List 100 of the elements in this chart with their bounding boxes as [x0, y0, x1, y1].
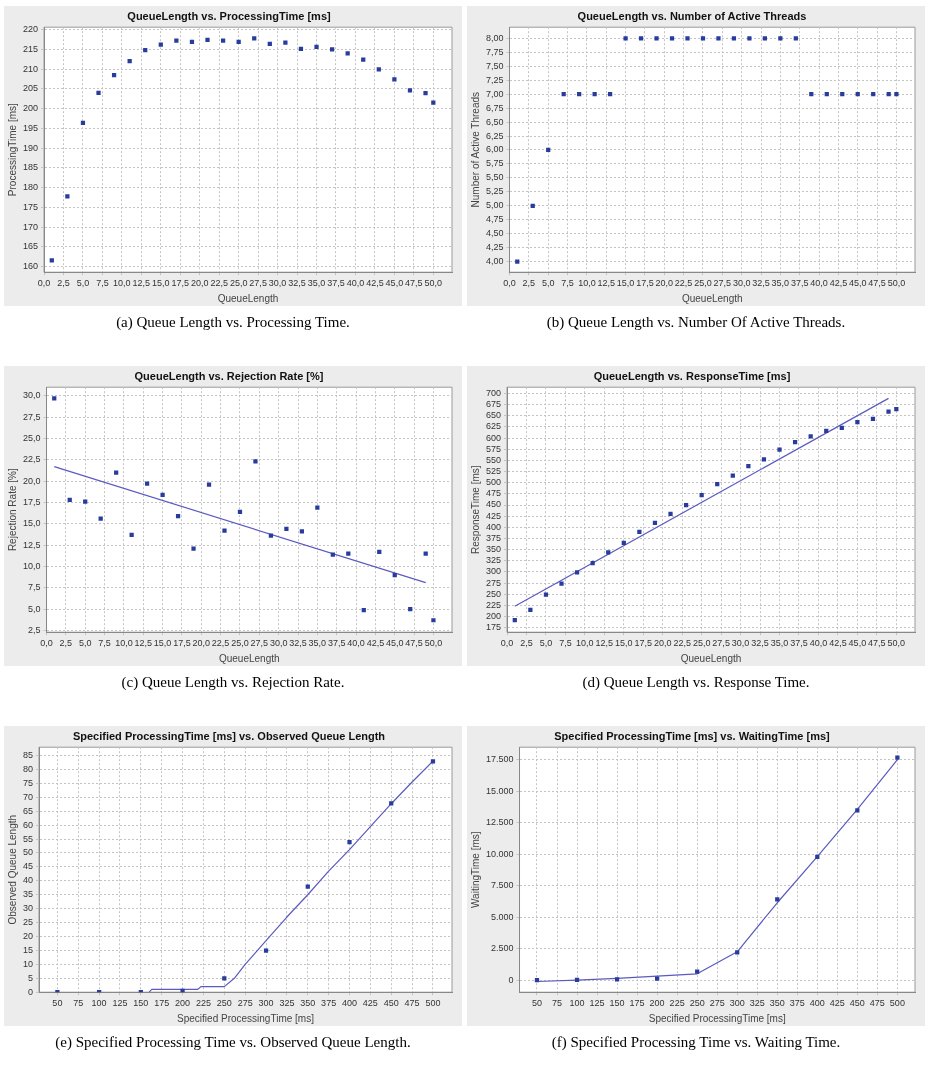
y-tick-label: 575 — [485, 443, 502, 454]
x-tick-label: 30,0 — [269, 638, 288, 649]
x-tick-label: 47,5 — [405, 638, 423, 649]
point — [716, 36, 721, 41]
x-tick-label: 25,0 — [231, 638, 249, 649]
x-tick-label: 40,0 — [346, 278, 365, 289]
x-tick-label: 5,0 — [76, 278, 90, 289]
y-tick-label: 7,75 — [485, 46, 504, 57]
y-tick-label: 7.500 — [491, 880, 514, 891]
y-tick-label: 250 — [485, 588, 502, 599]
point — [895, 755, 900, 760]
y-tick-label: 60 — [23, 819, 34, 830]
x-tick-label: 325 — [279, 998, 295, 1009]
y-tick-label: 17.500 — [486, 754, 514, 765]
x-tick-label: 25,0 — [694, 278, 712, 289]
x-tick-label: 275 — [237, 998, 253, 1009]
x-tick-label: 350 — [300, 998, 316, 1009]
point — [761, 457, 767, 462]
y-tick-label: 5 — [28, 972, 34, 983]
point — [83, 499, 88, 504]
point — [314, 44, 319, 50]
x-tick-label: 15,0 — [615, 638, 633, 649]
x-tick-label: 7,5 — [98, 638, 111, 649]
y-tick-label: 75 — [23, 777, 34, 788]
text: (e) Specified Processing Time vs. Observed Queue Length. — [54, 1034, 412, 1051]
x-tick-label: 42,5 — [366, 278, 384, 289]
x-tick-label: 200 — [649, 998, 665, 1009]
y-tick-label: 6,75 — [485, 102, 504, 113]
point — [775, 897, 780, 902]
x-tick-label: 27,5 — [249, 278, 267, 289]
x-tick-label: 32,5 — [751, 638, 769, 649]
x-tick-label: 7,5 — [559, 638, 572, 649]
point — [623, 36, 628, 41]
chart-title: QueueLength vs. ProcessingTime [ms] — [127, 9, 332, 22]
y-tick-label: 5.000 — [491, 911, 514, 922]
point — [206, 482, 212, 487]
y-tick-label: 4,75 — [485, 214, 504, 225]
y-tick-label: 200 — [22, 103, 39, 114]
point — [160, 492, 165, 497]
x-tick-label: 27,5 — [250, 638, 269, 649]
x-tick-label: 300 — [729, 998, 745, 1009]
y-tick-label: 165 — [22, 241, 39, 252]
y-tick-label: 27,5 — [22, 411, 41, 422]
x-tick-label: 450 — [383, 998, 399, 1009]
x-axis-title: Specified ProcessingTime [ms] — [648, 1012, 786, 1024]
y-tick-label: 180 — [22, 182, 39, 193]
x-tick-label: 22,5 — [674, 278, 693, 289]
x-tick-label: 35,0 — [308, 638, 327, 649]
point — [361, 57, 366, 62]
y-tick-label: 200 — [485, 611, 502, 622]
point — [855, 808, 860, 813]
y-tick-label: 30,0 — [22, 390, 41, 401]
y-tick-label: 205 — [22, 83, 39, 94]
x-tick-label: 225 — [195, 998, 211, 1009]
x-tick-label: 2,5 — [522, 278, 536, 289]
y-tick-label: 10.000 — [486, 848, 514, 859]
point — [614, 977, 620, 982]
y-tick-label: 55 — [23, 833, 34, 844]
x-tick-label: 50,0 — [424, 638, 443, 649]
x-tick-label: 25,0 — [692, 638, 711, 649]
point — [735, 950, 740, 955]
x-tick-label: 175 — [154, 998, 170, 1009]
y-tick-label: 4,00 — [485, 256, 504, 267]
y-tick-label: 4,50 — [485, 228, 504, 239]
x-tick-label: 7,5 — [561, 278, 574, 289]
y-tick-label: 4,25 — [485, 242, 504, 253]
x-tick-label: 47,5 — [868, 278, 886, 289]
point — [114, 470, 119, 475]
x-tick-label: 75 — [552, 998, 563, 1009]
y-tick-label: 625 — [485, 421, 502, 432]
y-tick-label: 175 — [485, 622, 502, 633]
y-tick-label: 5,0 — [28, 603, 41, 614]
point — [894, 92, 899, 97]
x-tick-label: 17,5 — [171, 278, 190, 289]
y-tick-label: 40 — [23, 875, 34, 886]
x-tick-label: 5,0 — [78, 638, 92, 649]
x-tick-label: 50,0 — [424, 278, 443, 289]
y-tick-label: 6,25 — [485, 130, 504, 141]
y-tick-label: 5,75 — [485, 158, 504, 169]
y-tick-label: 12.500 — [486, 817, 514, 828]
point — [392, 77, 397, 82]
point — [347, 840, 352, 845]
y-tick-label: 700 — [485, 387, 502, 398]
point — [431, 618, 436, 623]
point — [886, 409, 891, 414]
y-tick-label: 210 — [22, 63, 39, 74]
y-tick-label: 6,50 — [485, 116, 504, 127]
x-tick-label: 35,0 — [771, 278, 790, 289]
y-tick-label: 20,0 — [22, 475, 41, 486]
point — [559, 581, 564, 586]
y-tick-label: 375 — [485, 532, 502, 543]
point — [685, 36, 690, 41]
x-tick-label: 0,0 — [40, 638, 53, 649]
y-tick-label: 425 — [485, 510, 502, 521]
point — [283, 40, 288, 45]
text: (a) Queue Length vs. Processing Time. — [115, 314, 351, 331]
point — [430, 759, 436, 764]
y-tick-label: 350 — [485, 544, 502, 555]
y-tick-label: 50 — [23, 847, 34, 858]
x-axis-title: QueueLength — [680, 652, 742, 664]
